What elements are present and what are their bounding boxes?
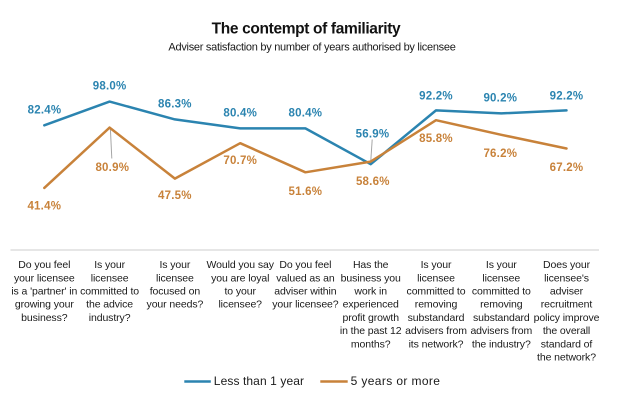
svg-text:85.8%: 85.8% <box>419 133 453 145</box>
svg-text:Adviser satisfaction by number: Adviser satisfaction by number of years … <box>168 42 455 54</box>
svg-text:58.6%: 58.6% <box>356 176 390 188</box>
svg-text:47.5%: 47.5% <box>158 190 192 202</box>
svg-text:92.2%: 92.2% <box>550 90 584 102</box>
svg-text:92.2%: 92.2% <box>419 90 453 102</box>
svg-text:98.0%: 98.0% <box>93 81 127 93</box>
svg-text:67.2%: 67.2% <box>550 162 584 174</box>
svg-text:90.2%: 90.2% <box>483 93 517 105</box>
svg-text:56.9%: 56.9% <box>356 128 390 140</box>
svg-text:82.4%: 82.4% <box>28 104 62 116</box>
svg-text:80.4%: 80.4% <box>289 107 323 119</box>
svg-text:86.3%: 86.3% <box>158 98 192 110</box>
svg-text:80.9%: 80.9% <box>95 162 129 174</box>
svg-text:51.6%: 51.6% <box>289 186 323 198</box>
svg-text:Less than 1 year: Less than 1 year <box>214 374 304 388</box>
svg-text:5 years or more: 5 years or more <box>351 374 441 388</box>
svg-text:76.2%: 76.2% <box>483 148 517 160</box>
svg-text:The contempt of familiarity: The contempt of familiarity <box>212 21 401 38</box>
svg-text:80.4%: 80.4% <box>223 107 257 119</box>
svg-text:70.7%: 70.7% <box>223 155 257 167</box>
svg-text:41.4%: 41.4% <box>27 201 61 213</box>
